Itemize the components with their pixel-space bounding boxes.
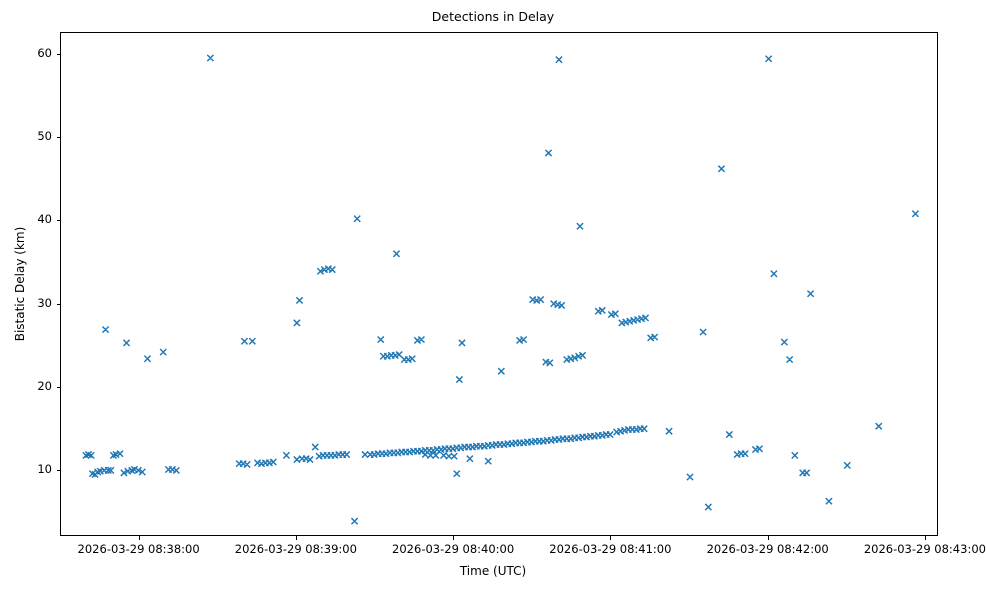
x-tick-label: 2026-03-29 08:38:00: [77, 542, 200, 556]
x-tick-mark: [767, 536, 769, 540]
x-tick-label: 2026-03-29 08:39:00: [234, 542, 357, 556]
x-tick-mark: [453, 536, 455, 540]
y-tick-mark: [56, 220, 60, 222]
scatter-plot-area: [61, 33, 939, 537]
y-tick-mark: [56, 136, 60, 138]
x-axis-label: Time (UTC): [459, 564, 527, 578]
y-tick-mark: [56, 303, 60, 305]
plot-axes: [60, 32, 938, 536]
y-tick-label: 30: [37, 295, 52, 310]
y-tick-mark: [56, 470, 60, 472]
scatter-markers: [82, 54, 920, 525]
y-tick-mark: [56, 386, 60, 388]
x-tick-label: 2026-03-29 08:41:00: [549, 542, 672, 556]
y-tick-label: 20: [37, 378, 52, 393]
y-tick-label: 50: [37, 128, 52, 143]
y-tick-label: 40: [37, 212, 52, 227]
x-tick-mark: [610, 536, 612, 540]
y-axis-label: Bistatic Delay (km): [13, 226, 27, 342]
x-tick-mark: [138, 536, 140, 540]
x-tick-label: 2026-03-29 08:42:00: [706, 542, 829, 556]
chart-title: Detections in Delay: [431, 9, 555, 24]
y-tick-label: 60: [37, 45, 52, 60]
y-tick-label: 10: [37, 462, 52, 477]
x-tick-mark: [924, 536, 926, 540]
x-tick-mark: [295, 536, 297, 540]
y-tick-mark: [56, 53, 60, 55]
x-tick-label: 2026-03-29 08:40:00: [392, 542, 515, 556]
x-tick-label: 2026-03-29 08:43:00: [863, 542, 986, 556]
